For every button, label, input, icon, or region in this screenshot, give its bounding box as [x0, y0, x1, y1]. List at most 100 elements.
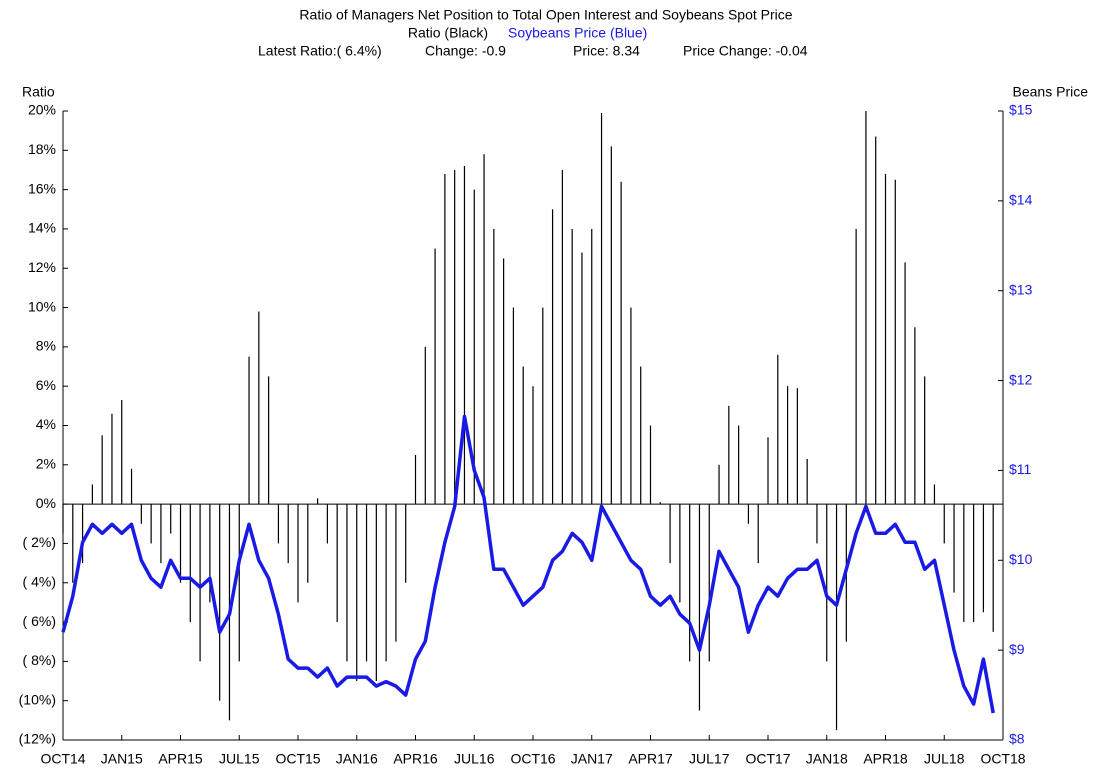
- bar: [679, 504, 681, 603]
- bar: [130, 468, 133, 505]
- bar: [924, 376, 926, 505]
- y-tick-label: 4%: [36, 416, 56, 432]
- x-tick-label: JAN15: [101, 751, 143, 767]
- price-line: [61, 414, 995, 714]
- bar: [199, 504, 201, 662]
- bar: [493, 228, 495, 505]
- bar: [522, 366, 524, 505]
- stat: Price Change: -0.04: [683, 43, 808, 59]
- bar: [630, 307, 632, 505]
- bar: [375, 504, 377, 682]
- bar: [287, 504, 289, 564]
- x-tick-label: APR16: [393, 751, 438, 767]
- x-tick-label: APR18: [863, 751, 908, 767]
- x-tick-label: JUL15: [219, 751, 260, 767]
- x-tick-label: OCT16: [510, 751, 555, 767]
- bar: [424, 346, 426, 505]
- bar: [395, 504, 397, 642]
- bar: [326, 504, 328, 544]
- bar: [434, 248, 436, 505]
- y-tick-label: 18%: [28, 141, 56, 157]
- bar: [933, 484, 936, 505]
- x-tick-label: APR15: [158, 751, 203, 767]
- stat: Change: -0.9: [425, 43, 506, 59]
- bar: [571, 228, 573, 505]
- bar: [659, 502, 661, 505]
- bar: [91, 484, 93, 505]
- y2-tick-label: $8: [1009, 731, 1025, 747]
- bar: [356, 504, 358, 682]
- bar: [179, 504, 182, 583]
- y-tick-label: 14%: [28, 220, 56, 236]
- bar: [258, 311, 260, 505]
- x-tick-label: OCT15: [275, 751, 320, 767]
- bar: [297, 504, 299, 603]
- bar: [610, 146, 612, 505]
- bar: [649, 425, 652, 505]
- x-tick-label: JUL18: [924, 751, 965, 767]
- y2-tick-label: $12: [1009, 371, 1033, 387]
- x-tick-label: JAN16: [336, 751, 378, 767]
- bar: [875, 136, 877, 505]
- subtitle-price: Soybeans Price (Blue): [508, 25, 647, 41]
- x-tick-label: JAN18: [806, 751, 848, 767]
- x-tick-label: OCT17: [745, 751, 790, 767]
- bar: [689, 504, 691, 662]
- bar: [600, 112, 603, 505]
- y-tick-label: (10%): [19, 691, 56, 707]
- bar: [238, 504, 240, 662]
- y-tick-label: 0%: [36, 495, 56, 511]
- bar: [669, 504, 671, 564]
- bar: [747, 504, 750, 524]
- subtitle-ratio: Ratio (Black): [408, 25, 488, 41]
- bar: [904, 262, 906, 505]
- y-tick-label: 2%: [36, 456, 56, 472]
- bar: [581, 252, 583, 505]
- y-tick-label: ( 2%): [23, 534, 56, 550]
- x-tick-label: OCT18: [980, 751, 1025, 767]
- y-tick-label: ( 4%): [23, 573, 56, 589]
- x-tick-label: JAN17: [571, 751, 613, 767]
- bar: [503, 258, 505, 505]
- bar: [160, 504, 162, 564]
- bar: [826, 504, 828, 662]
- bar: [982, 504, 985, 613]
- bar: [209, 504, 211, 603]
- bar: [62, 504, 64, 534]
- y2-tick-label: $9: [1009, 641, 1025, 657]
- bar: [865, 111, 867, 505]
- y2-tick-label: $14: [1009, 192, 1033, 208]
- y2-tick-label: $11: [1009, 461, 1032, 477]
- bar: [855, 228, 857, 505]
- y2-tick-label: $10: [1009, 551, 1033, 567]
- bar: [786, 386, 789, 505]
- x-tick-label: JUL16: [454, 751, 495, 767]
- bar: [111, 413, 113, 505]
- y2-axis-title: Beans Price: [1013, 84, 1089, 100]
- bar: [757, 504, 759, 564]
- bar: [767, 437, 769, 505]
- bar: [121, 399, 123, 505]
- bar: [346, 504, 348, 662]
- bar: [914, 327, 916, 505]
- bar: [385, 504, 387, 662]
- bar: [777, 354, 779, 505]
- bar: [512, 307, 515, 505]
- bar: [277, 504, 280, 544]
- chart-title: Ratio of Managers Net Position to Total …: [299, 7, 792, 23]
- y-tick-label: 12%: [28, 259, 56, 275]
- bar: [150, 504, 152, 544]
- y-tick-label: 8%: [36, 338, 56, 354]
- x-tick-label: OCT14: [40, 751, 85, 767]
- bar: [72, 504, 74, 583]
- y2-tick-label: $15: [1009, 102, 1033, 118]
- bar: [170, 504, 172, 534]
- y-tick-label: 6%: [36, 377, 56, 393]
- bar: [561, 169, 563, 505]
- bar: [542, 307, 544, 505]
- bar: [698, 504, 701, 711]
- x-tick-label: APR17: [628, 751, 673, 767]
- bar: [81, 504, 84, 564]
- bar: [444, 173, 446, 505]
